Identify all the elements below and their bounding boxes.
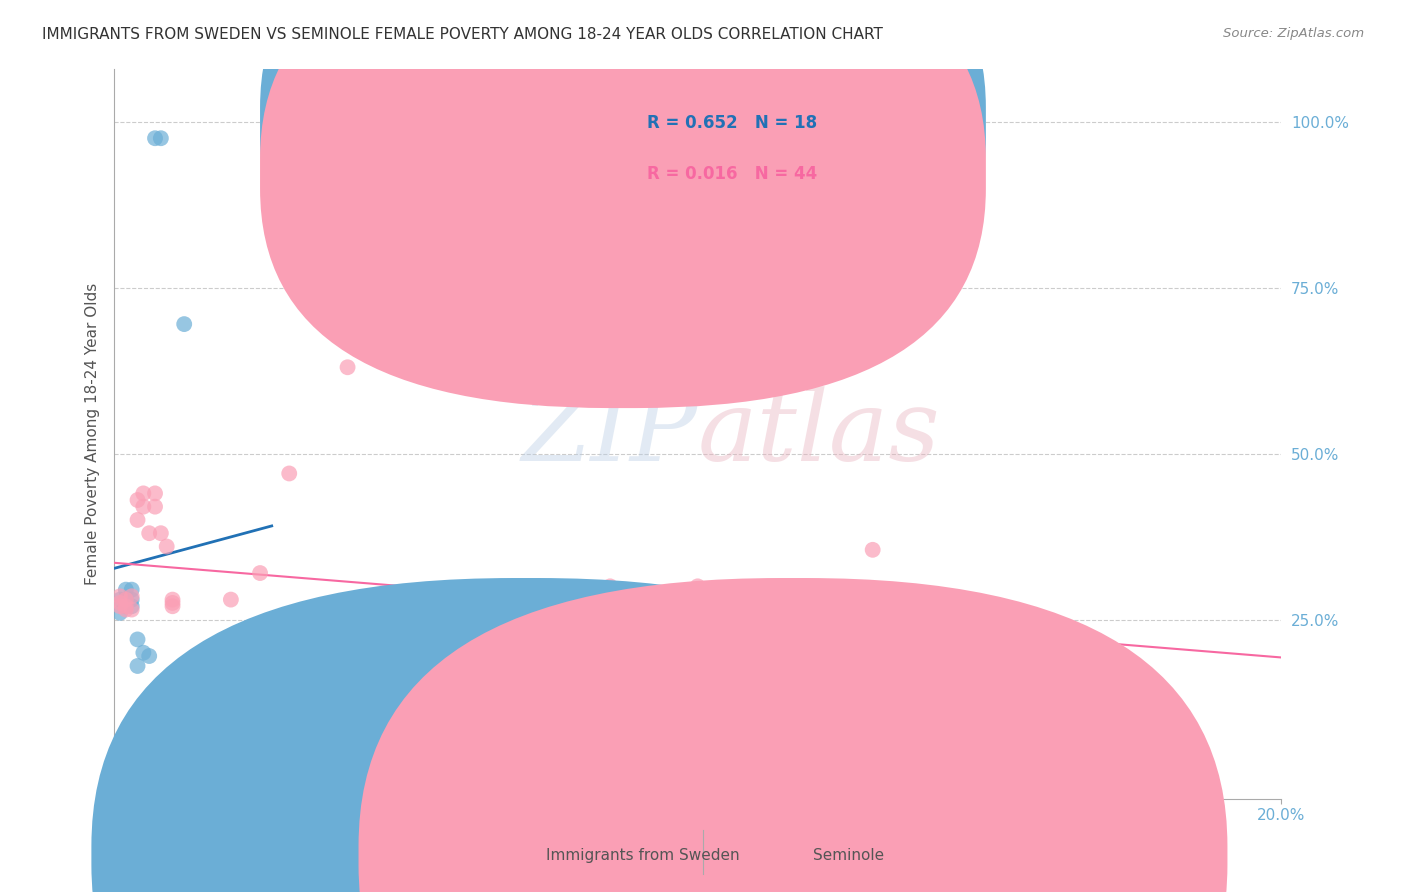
- Y-axis label: Female Poverty Among 18-24 Year Olds: Female Poverty Among 18-24 Year Olds: [86, 283, 100, 585]
- Point: [512, 665, 534, 680]
- Point: [121, 589, 143, 603]
- Point: [132, 486, 155, 500]
- Point: [173, 317, 195, 331]
- Point: [127, 632, 149, 647]
- Point: [249, 566, 271, 580]
- Text: IMMIGRANTS FROM SWEDEN VS SEMINOLE FEMALE POVERTY AMONG 18-24 YEAR OLDS CORRELAT: IMMIGRANTS FROM SWEDEN VS SEMINOLE FEMAL…: [42, 27, 883, 42]
- Point: [127, 493, 149, 508]
- Point: [423, 679, 446, 693]
- Point: [121, 592, 143, 607]
- Point: [657, 682, 679, 697]
- Point: [190, 673, 212, 687]
- Text: R = 0.016   N = 44: R = 0.016 N = 44: [648, 165, 818, 183]
- Point: [115, 599, 138, 614]
- Point: [143, 500, 166, 514]
- FancyBboxPatch shape: [260, 0, 986, 357]
- Point: [121, 602, 143, 616]
- Point: [803, 675, 825, 690]
- Point: [162, 596, 184, 610]
- Point: [108, 599, 131, 614]
- Point: [115, 582, 138, 597]
- Point: [162, 599, 184, 614]
- Point: [599, 579, 621, 593]
- Point: [127, 659, 149, 673]
- Point: [395, 646, 418, 660]
- Text: Immigrants from Sweden: Immigrants from Sweden: [546, 848, 740, 863]
- Point: [115, 592, 138, 607]
- Point: [115, 599, 138, 614]
- Point: [149, 526, 172, 541]
- Point: [278, 467, 301, 481]
- Point: [540, 673, 562, 687]
- Point: [336, 360, 359, 375]
- Point: [138, 526, 160, 541]
- Point: [179, 665, 201, 680]
- Point: [453, 589, 475, 603]
- Point: [219, 679, 242, 693]
- Point: [108, 592, 131, 607]
- Text: R = 0.652   N = 18: R = 0.652 N = 18: [648, 113, 818, 131]
- Point: [569, 589, 592, 603]
- Point: [862, 542, 884, 557]
- Point: [686, 579, 709, 593]
- Point: [121, 582, 143, 597]
- Point: [143, 131, 166, 145]
- FancyBboxPatch shape: [260, 0, 986, 408]
- Text: Source: ZipAtlas.com: Source: ZipAtlas.com: [1223, 27, 1364, 40]
- Point: [745, 662, 768, 676]
- Point: [832, 642, 855, 657]
- FancyBboxPatch shape: [586, 90, 901, 211]
- Point: [219, 592, 242, 607]
- Point: [149, 131, 172, 145]
- Point: [979, 648, 1001, 663]
- Point: [108, 589, 131, 603]
- Point: [482, 652, 505, 666]
- Point: [162, 592, 184, 607]
- Text: atlas: atlas: [697, 386, 941, 482]
- Point: [108, 596, 131, 610]
- Point: [108, 606, 131, 620]
- Text: Seminole: Seminole: [813, 848, 884, 863]
- Point: [121, 599, 143, 614]
- Point: [716, 682, 738, 697]
- Point: [132, 646, 155, 660]
- Point: [115, 592, 138, 607]
- Text: ZIP: ZIP: [522, 386, 697, 482]
- Point: [920, 646, 942, 660]
- Point: [138, 648, 160, 663]
- Point: [132, 500, 155, 514]
- Point: [127, 513, 149, 527]
- Point: [628, 613, 651, 627]
- Point: [143, 486, 166, 500]
- Point: [1036, 659, 1059, 673]
- Point: [156, 540, 179, 554]
- Point: [862, 280, 884, 294]
- Point: [115, 602, 138, 616]
